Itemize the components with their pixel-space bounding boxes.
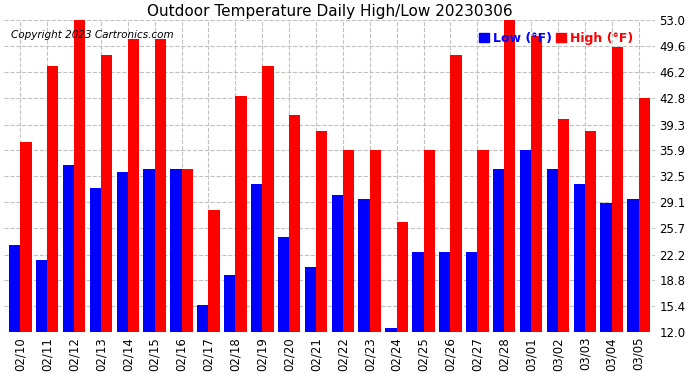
Bar [332, 195, 343, 332]
Bar [289, 116, 300, 332]
Bar [439, 252, 451, 332]
Bar [612, 47, 623, 332]
Bar [47, 66, 59, 332]
Bar [251, 184, 262, 332]
Bar [451, 54, 462, 332]
Bar [208, 210, 219, 332]
Bar [385, 328, 397, 332]
Title: Outdoor Temperature Daily High/Low 20230306: Outdoor Temperature Daily High/Low 20230… [147, 4, 512, 19]
Bar [520, 150, 531, 332]
Bar [181, 169, 193, 332]
Bar [305, 267, 316, 332]
Bar [235, 96, 246, 332]
Bar [316, 130, 327, 332]
Bar [585, 130, 596, 332]
Bar [90, 188, 101, 332]
Bar [117, 172, 128, 332]
Bar [546, 169, 558, 332]
Bar [262, 66, 273, 332]
Text: Copyright 2023 Cartronics.com: Copyright 2023 Cartronics.com [10, 30, 173, 40]
Bar [359, 199, 370, 332]
Bar [155, 39, 166, 332]
Bar [466, 252, 477, 332]
Bar [101, 54, 112, 332]
Bar [170, 169, 181, 332]
Bar [558, 119, 569, 332]
Bar [627, 199, 638, 332]
Bar [36, 260, 47, 332]
Bar [600, 203, 612, 332]
Bar [197, 306, 208, 332]
Bar [424, 150, 435, 332]
Bar [63, 165, 74, 332]
Bar [9, 244, 20, 332]
Bar [573, 184, 585, 332]
Bar [531, 36, 542, 332]
Bar [224, 275, 235, 332]
Bar [128, 39, 139, 332]
Bar [343, 150, 354, 332]
Bar [504, 20, 515, 332]
Bar [493, 169, 504, 332]
Bar [370, 150, 381, 332]
Bar [20, 142, 32, 332]
Bar [278, 237, 289, 332]
Bar [74, 16, 86, 332]
Legend: Low (°F), High (°F): Low (°F), High (°F) [477, 30, 635, 48]
Bar [412, 252, 424, 332]
Bar [638, 98, 650, 332]
Bar [477, 150, 489, 332]
Bar [144, 169, 155, 332]
Bar [397, 222, 408, 332]
